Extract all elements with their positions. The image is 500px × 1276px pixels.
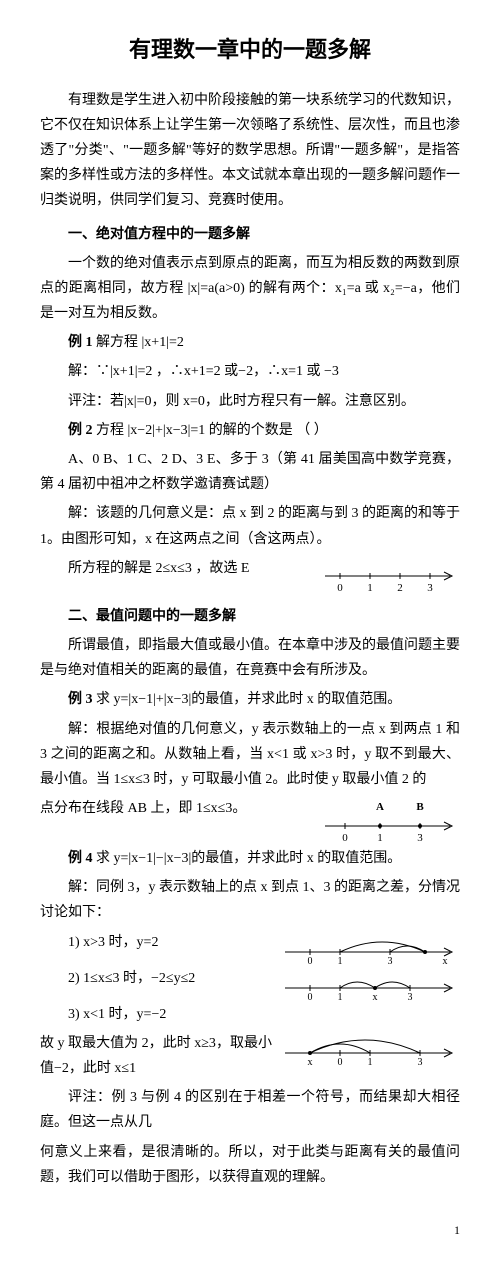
number-line-case-3: x 0 1 3 (280, 1031, 460, 1067)
example-2-head: 例 2 (68, 423, 93, 438)
example-1-head: 例 1 (68, 335, 93, 350)
page-number: 1 (40, 1220, 460, 1242)
svg-text:0: 0 (308, 956, 313, 966)
example-2-body: 方程 |x−2|+|x−3|=1 的解的个数是 （ ） (96, 423, 328, 438)
svg-text:0: 0 (342, 832, 348, 844)
example-3: 例 3 求 y=|x−1|+|x−3|的最值，并求此时 x 的取值范围。 (40, 687, 460, 712)
number-line-case-2: 0 1 x 3 (280, 966, 460, 1002)
example-1-body: 解方程 |x+1|=2 (96, 335, 184, 350)
svg-text:1: 1 (367, 582, 373, 594)
example-4-concl: 故 y 取最大值为 2，此时 x≥3，取最小值−2，此时 x≤1 (40, 1031, 272, 1081)
page-title: 有理数一章中的一题多解 (40, 30, 460, 70)
example-2-options: A、0 B、1 C、2 D、3 E、多于 3（第 41 届美国高中数学竞赛，第 … (40, 447, 460, 497)
example-4-concl-row: 故 y 取最大值为 2，此时 x≥3，取最小值−2，此时 x≤1 x 0 1 3 (40, 1031, 460, 1085)
svg-text:x: x (443, 956, 448, 966)
number-line-2: 0 1 3 A B (320, 796, 460, 846)
svg-text:x: x (308, 1057, 313, 1067)
svg-text:3: 3 (408, 992, 413, 1002)
example-2-sol-2: 所方程的解是 2≤x≤3 ，故选 E (40, 556, 312, 581)
example-3-sol-1: 解：根据绝对值的几何意义，y 表示数轴上的一点 x 到两点 1 和 3 之间的距… (40, 717, 460, 793)
number-line-case-1: 0 1 3 x (280, 930, 460, 966)
example-4-case-2: 2) 1≤x≤3 时，−2≤y≤2 (40, 966, 272, 991)
section-1-p1: 一个数的绝对值表示点到原点的距离，而互为相反数的两数到原点的距离相同，故方程 |… (40, 251, 460, 327)
example-4-head: 例 4 (68, 851, 93, 866)
svg-text:0: 0 (308, 992, 313, 1002)
svg-text:0: 0 (338, 1057, 343, 1067)
svg-text:3: 3 (417, 832, 423, 844)
svg-text:1: 1 (338, 956, 343, 966)
example-4-case-1-row: 1) x>3 时，y=2 0 1 3 x (40, 930, 460, 966)
section-1-head: 一、绝对值方程中的一题多解 (40, 222, 460, 247)
intro-paragraph: 有理数是学生进入初中阶段接触的第一块系统学习的代数知识，它不仅在知识体系上让学生… (40, 88, 460, 214)
svg-text:0: 0 (337, 582, 343, 594)
example-4: 例 4 求 y=|x−1|−|x−3|的最值，并求此时 x 的取值范围。 (40, 846, 460, 871)
example-3-sol-2: 点分布在线段 AB 上，即 1≤x≤3。 (40, 796, 312, 821)
number-line-1: 0 1 2 3 (320, 556, 460, 596)
svg-text:2: 2 (397, 582, 403, 594)
example-4-note-1: 评注：例 3 与例 4 的区别在于相差一个符号，而结果却大相径庭。但这一点从几 (40, 1085, 460, 1135)
example-1-note: 评注：若|x|=0，则 x=0，此时方程只有一解。注意区别。 (40, 389, 460, 414)
svg-text:1: 1 (377, 832, 383, 844)
section-2-p1: 所谓最值，即指最大值或最小值。在本章中涉及的最值问题主要是与绝对值相关的距离的最… (40, 633, 460, 683)
example-4-note-2: 何意义上来看，是很清晰的。所以，对于此类与距离有关的最值问题，我们可以借助于图形… (40, 1140, 460, 1190)
example-2-row: 所方程的解是 2≤x≤3 ，故选 E 0 1 2 3 (40, 556, 460, 596)
example-1: 例 1 解方程 |x+1|=2 (40, 330, 460, 355)
example-3-head: 例 3 (68, 692, 93, 707)
example-3-row: 点分布在线段 AB 上，即 1≤x≤3。 0 1 3 A B (40, 796, 460, 846)
svg-text:3: 3 (388, 956, 393, 966)
svg-text:B: B (416, 801, 424, 813)
example-4-intro: 解：同例 3，y 表示数轴上的点 x 到点 1、3 的距离之差，分情况讨论如下： (40, 875, 460, 925)
example-4-case-3: 3) x<1 时，y=−2 (40, 1002, 460, 1027)
svg-text:x: x (373, 992, 378, 1002)
example-2: 例 2 方程 |x−2|+|x−3|=1 的解的个数是 （ ） (40, 418, 460, 443)
svg-text:1: 1 (368, 1057, 373, 1067)
example-4-case-3-row: 3) x<1 时，y=−2 (40, 1002, 460, 1031)
svg-text:3: 3 (418, 1057, 423, 1067)
svg-text:A: A (376, 801, 384, 813)
example-3-body: 求 y=|x−1|+|x−3|的最值，并求此时 x 的取值范围。 (96, 692, 401, 707)
example-4-case-2-row: 2) 1≤x≤3 时，−2≤y≤2 0 1 x 3 (40, 966, 460, 1002)
svg-text:3: 3 (427, 582, 433, 594)
example-4-body: 求 y=|x−1|−|x−3|的最值，并求此时 x 的取值范围。 (96, 851, 401, 866)
example-2-sol-1: 解：该题的几何意义是：点 x 到 2 的距离与到 3 的距离的和等于 1。由图形… (40, 501, 460, 551)
section-2-head: 二、最值问题中的一题多解 (40, 604, 460, 629)
example-1-solution: 解：∵|x+1|=2 ，∴x+1=2 或−2，∴x=1 或 −3 (40, 359, 460, 384)
svg-text:1: 1 (338, 992, 343, 1002)
example-4-case-1: 1) x>3 时，y=2 (40, 930, 272, 955)
